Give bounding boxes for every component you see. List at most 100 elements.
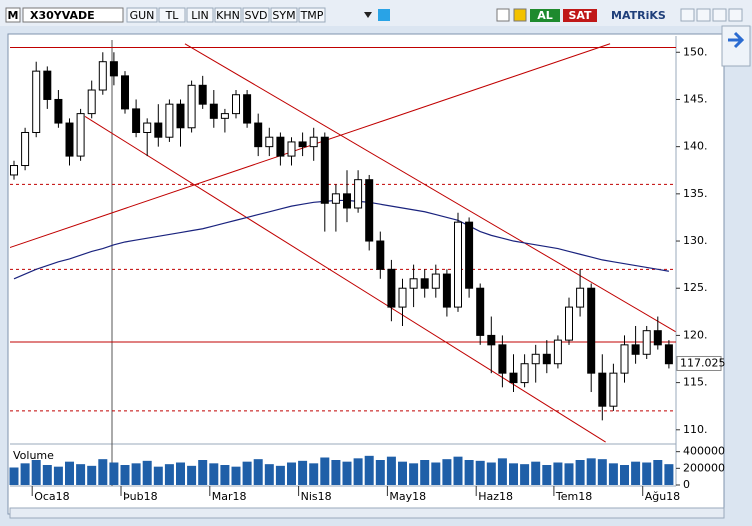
candle-body bbox=[531, 353, 540, 365]
refresh-icon[interactable] bbox=[496, 8, 510, 22]
toolbar-button-label[interactable]: SYM bbox=[272, 9, 295, 22]
logo: M bbox=[8, 9, 19, 22]
toolbar-button-label[interactable]: LIN bbox=[191, 9, 209, 22]
candle-body bbox=[576, 287, 585, 308]
volume-bar bbox=[653, 460, 663, 485]
volume-bar bbox=[253, 459, 263, 485]
c-icon[interactable] bbox=[513, 8, 527, 22]
volume-bar bbox=[231, 466, 241, 485]
volume-bar bbox=[164, 464, 174, 485]
window-button[interactable] bbox=[696, 8, 711, 22]
candle-body bbox=[54, 98, 63, 124]
volume-bar bbox=[153, 466, 163, 485]
buy-label[interactable]: AL bbox=[537, 9, 553, 22]
volume-bar bbox=[431, 462, 441, 485]
window-button[interactable] bbox=[728, 8, 743, 22]
twitter-icon[interactable] bbox=[378, 9, 390, 21]
volume-bar bbox=[509, 463, 518, 485]
candle-body bbox=[354, 179, 363, 209]
y-tick-label: 120. bbox=[683, 328, 708, 341]
button-row: GUN TL LIN KHN SVD SYM TMP bbox=[126, 7, 372, 23]
volume-bar bbox=[209, 463, 219, 485]
candle-body bbox=[254, 122, 263, 148]
volume-title: Volume bbox=[13, 449, 54, 462]
volume-bar bbox=[542, 465, 552, 485]
candle-body bbox=[32, 70, 41, 133]
logo-box bbox=[5, 7, 21, 23]
toolbar-button-label[interactable]: TL bbox=[165, 9, 180, 22]
candle-body bbox=[454, 221, 462, 308]
y-tick-label: 140. bbox=[683, 140, 708, 153]
candle-body bbox=[10, 165, 18, 176]
trend-line bbox=[184, 43, 676, 333]
candle-body bbox=[498, 344, 507, 374]
window-button[interactable] bbox=[712, 8, 727, 22]
toolbar-button[interactable] bbox=[126, 7, 158, 23]
candle-body bbox=[409, 278, 418, 289]
candle-body bbox=[143, 122, 152, 133]
sell-button[interactable] bbox=[563, 9, 597, 22]
toolbar-button[interactable] bbox=[242, 7, 270, 23]
symbol[interactable]: X30YVADE bbox=[30, 9, 95, 22]
candle-body bbox=[209, 103, 218, 119]
toolbar-button-label[interactable]: KHN bbox=[216, 9, 240, 22]
volume-bar bbox=[320, 457, 330, 485]
toolbar-button[interactable] bbox=[298, 7, 326, 23]
volume-bar bbox=[642, 462, 652, 485]
toolbar-button-label[interactable]: GUN bbox=[130, 9, 155, 22]
last-value-box bbox=[676, 355, 722, 371]
volume-bar bbox=[287, 462, 296, 485]
buy-button[interactable] bbox=[530, 9, 560, 22]
y-tick-label: 150. bbox=[683, 45, 708, 58]
volume-bar bbox=[309, 463, 319, 485]
candle-body bbox=[76, 113, 85, 157]
x-tick-label: Oca18 bbox=[34, 490, 69, 503]
y-tick-label: 130. bbox=[683, 234, 708, 247]
toolbar-button-label[interactable]: TMP bbox=[300, 9, 324, 22]
volume-tick-label: 400000 bbox=[683, 445, 725, 458]
y-tick-label: 125. bbox=[683, 281, 708, 294]
candle-body bbox=[331, 193, 340, 204]
candle-body bbox=[542, 353, 551, 365]
toolbar-button[interactable] bbox=[214, 7, 242, 23]
candle-body bbox=[132, 108, 141, 133]
volume-bar bbox=[497, 458, 507, 485]
volume-bar bbox=[464, 460, 474, 485]
candle-body bbox=[365, 179, 374, 242]
toolbar-button[interactable] bbox=[158, 7, 186, 23]
x-tick-label: Ağu18 bbox=[645, 490, 680, 503]
volume-bar bbox=[331, 460, 341, 485]
volume-bar bbox=[242, 461, 252, 485]
sell-label[interactable]: SAT bbox=[568, 9, 592, 22]
toolbar-button[interactable] bbox=[186, 7, 214, 23]
volume-bar bbox=[31, 460, 41, 485]
candle-body bbox=[98, 61, 107, 91]
toolbar-button-label[interactable]: SVD bbox=[245, 9, 268, 22]
volume-bar bbox=[198, 460, 208, 485]
volume-bar bbox=[375, 460, 385, 485]
scrollbar[interactable] bbox=[9, 507, 725, 519]
price-plot bbox=[10, 43, 676, 443]
candle-body bbox=[442, 273, 451, 308]
volume-bar bbox=[553, 462, 563, 485]
volume-bar bbox=[586, 458, 596, 485]
x-tick-label: Tem18 bbox=[555, 490, 592, 503]
x-tick-label: Haz18 bbox=[478, 490, 513, 503]
candle-body bbox=[176, 103, 185, 129]
volume-bar bbox=[353, 458, 363, 485]
candle-body bbox=[287, 141, 296, 157]
candle-body bbox=[520, 363, 529, 384]
window-button[interactable] bbox=[680, 8, 695, 22]
candle-body bbox=[220, 113, 229, 119]
volume-bar bbox=[364, 455, 374, 485]
candle-body bbox=[420, 278, 429, 289]
toolbar-button[interactable] bbox=[270, 7, 298, 23]
volume-bar bbox=[386, 456, 396, 485]
chart-panel bbox=[7, 33, 725, 515]
candle-body bbox=[598, 372, 607, 407]
volume-bar bbox=[564, 463, 574, 485]
symbol-box[interactable] bbox=[22, 7, 124, 23]
volume-bar bbox=[575, 460, 585, 485]
volume-bar bbox=[475, 460, 485, 485]
volume-bar bbox=[20, 463, 30, 485]
